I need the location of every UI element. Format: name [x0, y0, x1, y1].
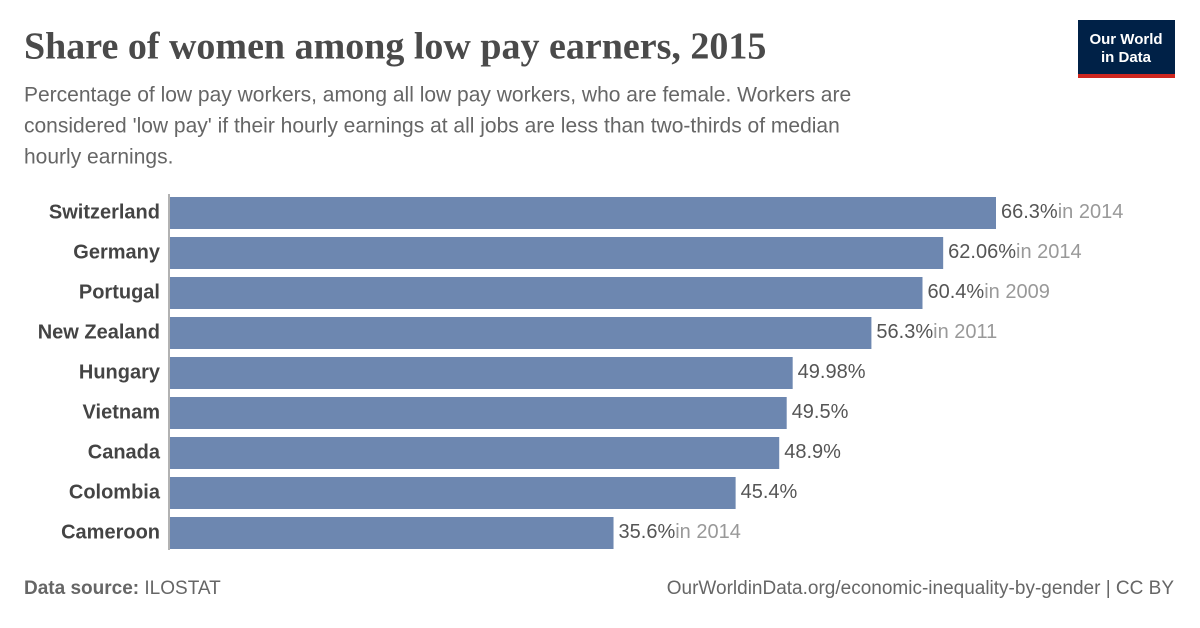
logo-text: in Data: [1101, 49, 1152, 66]
value-label: 45.4%: [741, 481, 798, 503]
y-tick-label: Cameroon: [61, 521, 160, 543]
value-text: 48.9%: [784, 441, 841, 463]
year-note: in 2011: [933, 321, 997, 343]
subtitle: hourly earnings.: [24, 146, 173, 169]
value-label: 62.06%in 2014: [948, 241, 1081, 263]
bar: [170, 197, 996, 229]
value-label: 48.9%: [784, 441, 841, 463]
value-text: 56.3%: [876, 321, 933, 343]
y-tick-label: Portugal: [79, 281, 160, 303]
source: Data source: ILOSTAT: [24, 578, 221, 599]
value-text: 35.6%: [619, 521, 676, 543]
value-text: 66.3%: [1001, 201, 1058, 223]
bar: [170, 517, 614, 549]
bar: [170, 357, 793, 389]
subtitle: Percentage of low pay workers, among all…: [24, 84, 851, 107]
source-value: ILOSTAT: [144, 578, 221, 599]
value-label: 56.3%in 2011: [876, 321, 997, 343]
logo: [1078, 20, 1175, 78]
source-label: Data source:: [24, 578, 139, 599]
bar: [170, 317, 872, 349]
y-tick-label: Canada: [88, 441, 161, 463]
y-tick-label: Switzerland: [49, 201, 160, 223]
year-note: in 2014: [675, 521, 741, 543]
logo-text: Our World: [1089, 31, 1162, 48]
bar: [170, 277, 923, 309]
year-note: in 2009: [984, 281, 1050, 303]
logo-stripe: [1078, 74, 1175, 78]
bar: [170, 237, 944, 269]
y-tick-label: Hungary: [79, 361, 161, 383]
y-tick-label: Colombia: [69, 481, 161, 503]
value-text: 60.4%: [927, 281, 984, 303]
value-label: 49.98%: [798, 361, 866, 383]
year-note: in 2014: [1058, 201, 1124, 223]
y-tick-label: Vietnam: [83, 401, 160, 423]
bar: [170, 397, 787, 429]
value-label: 35.6%in 2014: [619, 521, 741, 543]
chart-title: Share of women among low pay earners, 20…: [24, 26, 766, 68]
value-text: 49.98%: [798, 361, 866, 383]
y-tick-label: Germany: [73, 241, 161, 263]
value-text: 45.4%: [741, 481, 798, 503]
year-note: in 2014: [1016, 241, 1082, 263]
value-label: 60.4%in 2009: [927, 281, 1049, 303]
subtitle: considered 'low pay' if their hourly ear…: [24, 115, 840, 138]
value-text: 62.06%: [948, 241, 1016, 263]
y-tick-label: New Zealand: [38, 321, 160, 343]
url: OurWorldinData.org/economic-inequality-b…: [667, 578, 1175, 599]
bar: [170, 437, 780, 469]
value-text: 49.5%: [792, 401, 849, 423]
bar: [170, 477, 736, 509]
value-label: 49.5%: [792, 401, 849, 423]
value-label: 66.3%in 2014: [1001, 201, 1123, 223]
